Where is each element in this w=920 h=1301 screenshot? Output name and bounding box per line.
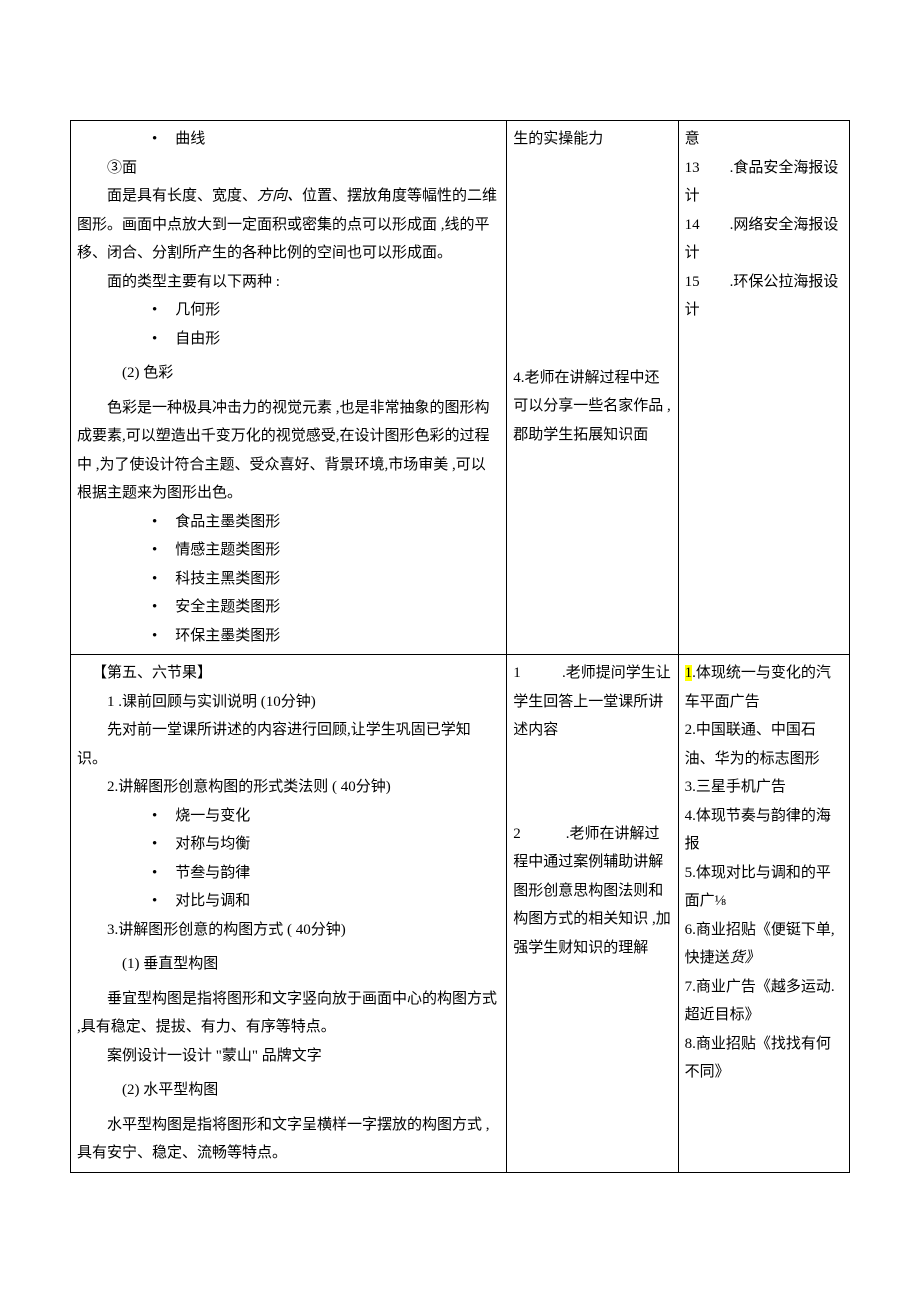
example-2: 2.中国联通、中国石油、华为的标志图形 bbox=[685, 716, 843, 773]
cell-examples: 1.体现统一与变化的汽车平面广告 2.中国联通、中国石油、华为的标志图形 3.三… bbox=[678, 655, 849, 1173]
table-row: 【第五、六节果】 1 .课前回顾与实训说明 (10分钟) 先对前一堂课所讲述的内… bbox=[71, 655, 850, 1173]
yi-line: 意 bbox=[685, 125, 843, 154]
theme-food: 食品主墨类图形 bbox=[130, 514, 281, 530]
sub2-desc: 水平型构图是指将图形和文字呈横样一字摆放的构图方式 ,具有安宁、稳定、流畅等特点… bbox=[77, 1111, 500, 1168]
bullet-curve: 曲线 bbox=[130, 131, 206, 147]
note-1: 1 .老师提问学生让学生回答上一堂课所讲述内容 bbox=[513, 659, 671, 745]
theme-emotion: 情感主题类图形 bbox=[130, 542, 281, 558]
rule-3: 节叁与韵律 bbox=[130, 865, 251, 881]
cell-content-main: 曲线 ③面 面是具有长度、宽度、方向、位置、摆放角度等幅性的二维图形。画面中点放… bbox=[71, 121, 507, 655]
lesson-heading: 【第五、六节果】 bbox=[77, 659, 500, 688]
content-table: 曲线 ③面 面是具有长度、宽度、方向、位置、摆放角度等幅性的二维图形。画面中点放… bbox=[70, 120, 850, 1173]
table-row: 曲线 ③面 面是具有长度、宽度、方向、位置、摆放角度等幅性的二维图形。画面中点放… bbox=[71, 121, 850, 655]
face-types-intro: 面的类型主要有以下两种 : bbox=[77, 268, 500, 297]
theme-tech: 科技主黑类图形 bbox=[130, 571, 281, 587]
example-1: 1.体现统一与变化的汽车平面广告 bbox=[685, 659, 843, 716]
heading-face: ③面 bbox=[77, 154, 500, 183]
sub1-desc: 垂宜型构图是指将图形和文字竖向放于画面中心的构图方式 ,具有稳定、提拔、有力、有… bbox=[77, 985, 500, 1042]
case-design: 案例设计一设计 "蒙山" 品牌文字 bbox=[77, 1042, 500, 1071]
note-4: 4.老师在讲解过程中还可以分享一些名家作品 ,郡助学生拓展知识面 bbox=[513, 364, 671, 450]
cell-teacher-notes: 生的实操能力 4.老师在讲解过程中还可以分享一些名家作品 ,郡助学生拓展知识面 bbox=[507, 121, 678, 655]
face-type-geometric: 几何形 bbox=[130, 302, 221, 318]
lesson-item3: 3.讲解图形创意的构图方式 ( 40分钟) bbox=[77, 916, 500, 945]
cell-right-list: 意 13 .食品安全海报设计 14 .网络安全海报设计 15 .环保公拉海报设计 bbox=[678, 121, 849, 655]
lesson-item1-desc: 先对前一堂课所讲述的内容进行回顾,让学生巩固已学知识。 bbox=[77, 716, 500, 773]
example-4: 4.体现节奏与韵律的海报 bbox=[685, 802, 843, 859]
example-8: 8.商业招贴《找找有何不同》 bbox=[685, 1030, 843, 1087]
theme-env: 环保主墨类图形 bbox=[130, 628, 281, 644]
theme-safety: 安全主题类图形 bbox=[130, 599, 281, 615]
rule-4: 对比与调和 bbox=[130, 893, 251, 909]
sub2-heading: (2) 水平型构图 bbox=[77, 1076, 500, 1105]
cell-lesson-content: 【第五、六节果】 1 .课前回顾与实训说明 (10分钟) 先对前一堂课所讲述的内… bbox=[71, 655, 507, 1173]
note-2: 2 .老师在讲解过程中通过案例辅助讲解图形创意思构图法则和构图方式的相关知识 ,… bbox=[513, 820, 671, 963]
sub1-heading: (1) 垂直型构图 bbox=[77, 950, 500, 979]
cell-teacher-notes-2: 1 .老师提问学生让学生回答上一堂课所讲述内容 2 .老师在讲解过程中通过案例辅… bbox=[507, 655, 678, 1173]
item-13: 13 .食品安全海报设计 bbox=[685, 154, 843, 211]
rule-2: 对称与均衡 bbox=[130, 836, 251, 852]
color-heading: (2) 色彩 bbox=[77, 359, 500, 388]
lesson-item1: 1 .课前回顾与实训说明 (10分钟) bbox=[77, 688, 500, 717]
face-paragraph: 面是具有长度、宽度、方向、位置、摆放角度等幅性的二维图形。画面中点放大到一定面积… bbox=[77, 182, 500, 268]
color-paragraph: 色彩是一种极具冲击力的视觉元素 ,也是非常抽象的图形构成要素,可以塑造出千变万化… bbox=[77, 394, 500, 508]
example-7: 7.商业广告《越多运动.超近目标》 bbox=[685, 973, 843, 1030]
lesson-item2: 2.讲解图形创意构图的形式类法则 ( 40分钟) bbox=[77, 773, 500, 802]
rule-1: 烧一与变化 bbox=[130, 808, 251, 824]
note-top: 生的实操能力 bbox=[513, 125, 671, 154]
item-15: 15 .环保公拉海报设计 bbox=[685, 268, 843, 325]
example-3: 3.三星手机广告 bbox=[685, 773, 843, 802]
item-14: 14 .网络安全海报设计 bbox=[685, 211, 843, 268]
face-type-free: 自由形 bbox=[130, 331, 221, 347]
document-page: 曲线 ③面 面是具有长度、宽度、方向、位置、摆放角度等幅性的二维图形。画面中点放… bbox=[0, 0, 920, 1233]
example-5: 5.体现对比与调和的平面广⅛ bbox=[685, 859, 843, 916]
example-6: 6.商业招贴《便铤下单,快捷送货》 bbox=[685, 916, 843, 973]
